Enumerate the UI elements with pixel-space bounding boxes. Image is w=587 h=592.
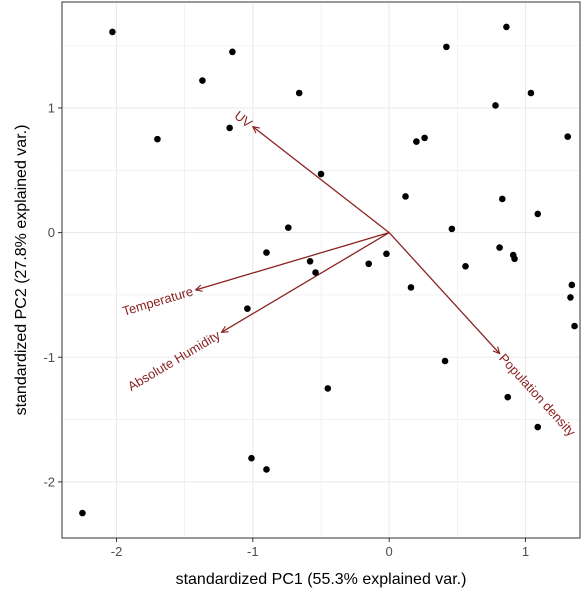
loading-arrows xyxy=(196,127,500,354)
score-point xyxy=(441,357,449,365)
score-point xyxy=(499,195,506,203)
score-point xyxy=(503,23,510,31)
y-tick-label: 1 xyxy=(48,100,55,115)
score-point xyxy=(306,257,314,265)
x-tick-label: -2 xyxy=(111,544,123,559)
y-axis-title: standardized PC2 (27.8% explained var.) xyxy=(13,125,30,416)
score-point xyxy=(312,269,319,276)
x-axis-title: standardized PC1 (55.3% explained var.) xyxy=(176,571,467,588)
loading-arrow xyxy=(253,127,390,234)
score-point xyxy=(534,423,542,431)
score-point xyxy=(284,224,292,231)
plot-border xyxy=(61,1,581,539)
score-point xyxy=(402,193,409,200)
score-point xyxy=(568,281,576,289)
y-tick-label: -1 xyxy=(43,350,55,365)
x-axis-ticks: -2 -1 0 1 xyxy=(111,538,529,559)
score-point xyxy=(263,466,270,473)
y-tick-label: -2 xyxy=(43,474,55,489)
score-point xyxy=(226,124,233,132)
score-point xyxy=(534,210,542,218)
score-point xyxy=(421,134,428,142)
score-point xyxy=(154,135,161,143)
loading-arrow xyxy=(221,232,390,333)
score-point xyxy=(244,305,251,312)
y-axis-ticks: -2 -1 0 1 xyxy=(43,100,62,489)
x-tick-label: 0 xyxy=(386,544,393,559)
score-point xyxy=(248,454,255,462)
score-point xyxy=(295,89,303,97)
loading-arrow xyxy=(388,232,499,354)
x-tick-label: -1 xyxy=(247,544,259,559)
score-point xyxy=(564,133,572,140)
score-point xyxy=(317,170,325,178)
score-point xyxy=(79,509,86,517)
score-point xyxy=(492,102,499,109)
x-tick-label: 1 xyxy=(522,544,529,559)
score-point xyxy=(199,77,206,84)
score-point xyxy=(448,225,456,233)
score-point xyxy=(504,393,512,401)
score-point xyxy=(324,385,332,392)
y-tick-label: 0 xyxy=(48,225,55,240)
score-point xyxy=(413,138,420,145)
score-point xyxy=(407,284,415,291)
score-point xyxy=(496,244,503,251)
score-point xyxy=(365,260,373,268)
score-point xyxy=(109,28,116,36)
score-point xyxy=(229,48,236,56)
score-point xyxy=(383,250,390,258)
score-point xyxy=(443,43,450,51)
score-point xyxy=(571,322,578,330)
score-point xyxy=(527,89,535,97)
score-points xyxy=(79,23,578,517)
loading-arrow xyxy=(196,231,390,290)
score-point xyxy=(511,255,518,263)
score-point xyxy=(462,262,469,270)
score-point xyxy=(263,249,270,256)
score-point xyxy=(567,294,574,301)
